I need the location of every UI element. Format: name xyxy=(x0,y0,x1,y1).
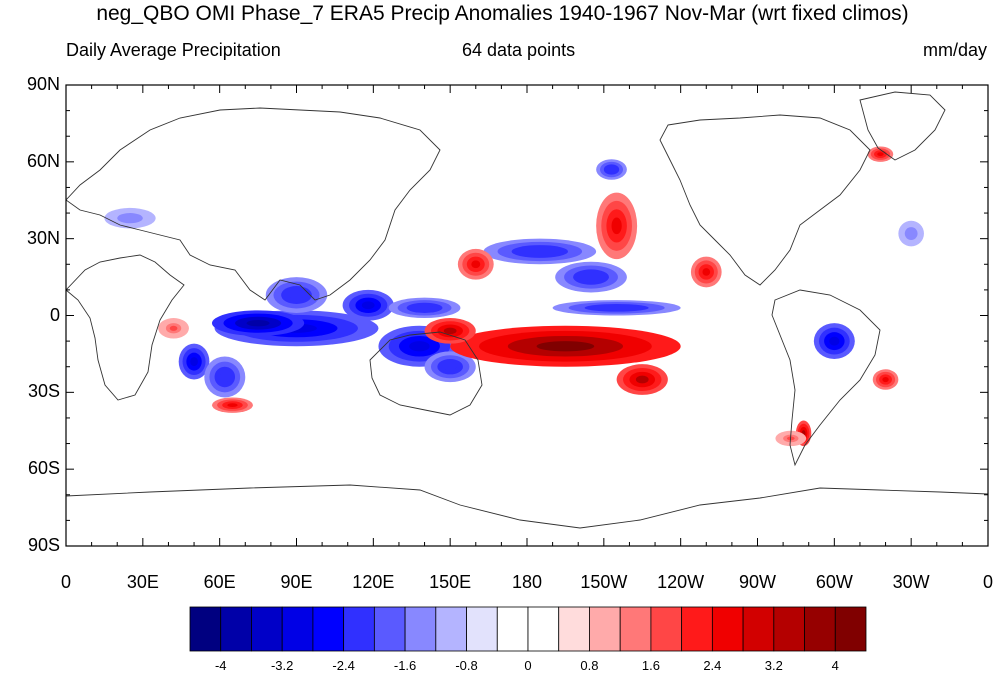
y-axis-label: 30N xyxy=(26,227,60,248)
anomaly-north-australia-dry xyxy=(409,341,430,352)
subtitle-left: Daily Average Precipitation xyxy=(66,40,281,60)
colorbar-box xyxy=(773,606,805,652)
x-axis-label: 60E xyxy=(203,572,236,592)
coastline-antarctica xyxy=(66,484,988,529)
colorbar-box xyxy=(619,606,652,652)
x-axis-label: 150W xyxy=(580,572,628,592)
anomaly-alaska-dry xyxy=(607,166,616,173)
anomaly-subtropical-pacific-wet xyxy=(471,260,481,269)
anomaly-bay-of-bengal-dry xyxy=(288,290,305,300)
colorbar-label: 0.8 xyxy=(580,658,599,673)
colorbar-label: 4 xyxy=(831,658,839,673)
anomaly-spcz-wet xyxy=(536,341,595,352)
y-axis-label: 60S xyxy=(27,458,60,479)
anomaly-greenland-wet xyxy=(877,152,884,157)
coastlines xyxy=(66,91,988,529)
colorbar-box xyxy=(681,606,713,652)
colorbar-box xyxy=(404,606,437,652)
coastline-south-america xyxy=(771,289,881,467)
y-axis-label: 90S xyxy=(27,535,60,555)
anomaly-east-pacific-wet xyxy=(702,268,711,276)
x-axis-label: 90W xyxy=(738,572,777,592)
colorbar-label: -3.2 xyxy=(270,658,294,673)
x-axis-label: 0 xyxy=(982,572,994,592)
anomaly-north-atlantic-dry xyxy=(907,230,915,237)
anomaly-west-pacific-dry xyxy=(415,305,434,311)
colorbar-box xyxy=(435,606,467,652)
colorbar-box xyxy=(373,606,406,652)
coastline-australia xyxy=(369,331,483,416)
colorbar-box xyxy=(220,606,252,652)
anomaly-central-pacific-dry xyxy=(582,273,600,281)
colorbar-box xyxy=(711,606,744,652)
colorbar-label: 0 xyxy=(524,658,532,673)
colorbar-box xyxy=(312,606,345,652)
coastline-eurasia xyxy=(66,107,441,301)
anomaly-equatorial-east-dry xyxy=(600,305,633,310)
map-background xyxy=(66,85,988,546)
colorbar-box xyxy=(650,606,683,652)
y-axis-label: 30S xyxy=(27,381,60,402)
y-axis-label: 90N xyxy=(26,74,60,94)
colorbar-box xyxy=(558,606,590,652)
anomaly-indian-ocean-dry xyxy=(246,319,270,327)
colorbar-box xyxy=(281,606,314,652)
anomaly-north-pacific-dry xyxy=(525,248,554,255)
coastline-africa xyxy=(66,254,185,401)
subtitle-center: 64 data points xyxy=(462,40,576,60)
coastline-greenland xyxy=(859,91,946,161)
coastline-north-america xyxy=(659,114,871,286)
x-axis-label: 30E xyxy=(126,572,159,592)
colorbar-box xyxy=(589,606,621,652)
anomaly-north-pacific-wet xyxy=(611,217,622,235)
colorbar-label: -1.6 xyxy=(393,658,417,673)
colorbar-box xyxy=(343,606,375,652)
x-axis-label: 0 xyxy=(60,572,72,592)
x-axis-label: 120E xyxy=(352,572,395,592)
anomaly-south-china-sea-dry xyxy=(361,301,375,310)
colorbar-label: 1.6 xyxy=(641,658,660,673)
colorbar-box xyxy=(804,606,836,652)
anomaly-madagascar-dry xyxy=(190,357,198,367)
colorbar-label: -2.4 xyxy=(332,658,355,673)
x-axis-label: 120W xyxy=(657,572,705,592)
anomaly-south-pacific-wet xyxy=(635,375,649,384)
y-axis-label: 60N xyxy=(26,150,60,171)
subtitle-right: mm/day xyxy=(922,40,987,60)
anomaly-south-indian-dry xyxy=(219,371,230,383)
anomaly-africa-wet xyxy=(169,325,178,331)
colorbar-label: -0.8 xyxy=(455,658,478,673)
colorbar-box xyxy=(834,606,867,652)
axis-ticks xyxy=(65,84,989,547)
precip-anomaly-field xyxy=(104,146,924,447)
x-axis-label: 90E xyxy=(280,572,313,592)
x-axis-label: 150E xyxy=(429,572,472,592)
anomaly-south-indian-wet xyxy=(227,403,238,408)
colorbar-label: -4 xyxy=(214,658,227,673)
colorbar-box xyxy=(251,606,283,652)
colorbar-box xyxy=(466,606,498,652)
y-axis-label: 0 xyxy=(49,304,60,325)
colorbar-label: 3.2 xyxy=(764,658,783,673)
x-axis-label: 60W xyxy=(815,572,853,592)
anomaly-coral-sea-dry xyxy=(443,362,457,371)
anomaly-amazon-dry xyxy=(829,336,840,346)
colorbar-box xyxy=(189,606,222,652)
anomaly-south-atlantic-wet xyxy=(882,376,889,383)
colorbar-box xyxy=(742,606,775,652)
colorbar xyxy=(189,606,867,652)
x-axis-label: 180 xyxy=(511,572,543,592)
anomaly-new-guinea-wet xyxy=(443,327,457,335)
colorbar-box xyxy=(496,606,529,652)
anomaly-mediterranean-dry xyxy=(123,215,137,221)
map-title: neg_QBO OMI Phase_7 ERA5 Precip Anomalie… xyxy=(96,2,909,25)
colorbar-label: 2.4 xyxy=(703,658,722,673)
x-axis-label: 30W xyxy=(892,572,930,592)
colorbar-box xyxy=(527,606,560,652)
